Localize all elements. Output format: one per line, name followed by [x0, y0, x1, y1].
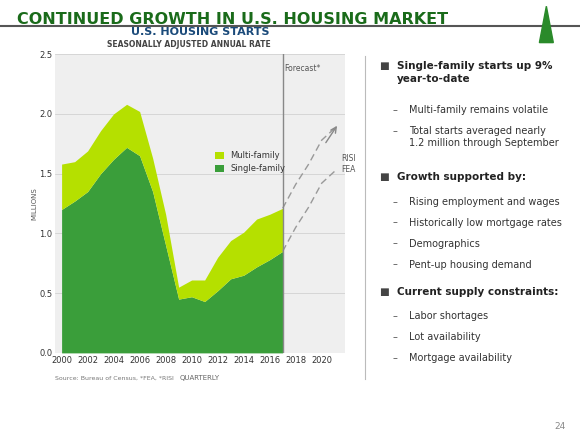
Text: RISI
FEA: RISI FEA [341, 155, 356, 174]
Text: 24: 24 [554, 422, 566, 431]
Text: Historically low mortgage rates: Historically low mortgage rates [408, 218, 561, 228]
Text: Current supply constraints:: Current supply constraints: [397, 287, 558, 297]
Text: Growth supported by:: Growth supported by: [397, 172, 525, 182]
Text: –: – [393, 126, 398, 136]
Text: Labor shortages: Labor shortages [408, 311, 488, 321]
Text: QUARTERLY: QUARTERLY [180, 375, 220, 381]
Text: –: – [393, 218, 398, 228]
Text: –: – [393, 105, 398, 115]
Text: –: – [393, 311, 398, 321]
Text: Forecast*: Forecast* [285, 64, 321, 73]
Y-axis label: MILLIONS: MILLIONS [32, 187, 38, 220]
Polygon shape [539, 6, 553, 42]
Text: Rising employment and wages: Rising employment and wages [408, 197, 559, 207]
Text: Single-family starts up 9%
year-to-date: Single-family starts up 9% year-to-date [397, 61, 552, 84]
Text: ANTICIPATE 1.2 MILLION STARTS IN 2017
AND SINGLE-FAMILY GROWTH OF APPROXIMATELY : ANTICIPATE 1.2 MILLION STARTS IN 2017 AN… [119, 394, 461, 420]
Text: Multi-family remains volatile: Multi-family remains volatile [408, 105, 548, 115]
Text: Demographics: Demographics [408, 239, 480, 249]
Text: Lot availability: Lot availability [408, 332, 480, 342]
Legend: Multi-family, Single-family: Multi-family, Single-family [212, 148, 289, 177]
Text: –: – [393, 259, 398, 269]
Text: ■: ■ [379, 287, 389, 297]
Text: –: – [393, 332, 398, 342]
Text: –: – [393, 239, 398, 249]
Text: Source: Bureau of Census, *FEA, *RISI: Source: Bureau of Census, *FEA, *RISI [55, 376, 174, 381]
Text: CONTINUED GROWTH IN U.S. HOUSING MARKET: CONTINUED GROWTH IN U.S. HOUSING MARKET [17, 12, 448, 27]
Text: SEASONALLY ADJUSTED ANNUAL RATE: SEASONALLY ADJUSTED ANNUAL RATE [107, 40, 270, 49]
Title: U.S. HOUSING STARTS: U.S. HOUSING STARTS [131, 27, 269, 37]
Text: Total starts averaged nearly
1.2 million through September: Total starts averaged nearly 1.2 million… [408, 126, 559, 148]
Text: –: – [393, 197, 398, 207]
Text: Pent-up housing demand: Pent-up housing demand [408, 259, 531, 269]
Text: ■: ■ [379, 61, 389, 71]
Text: Mortgage availability: Mortgage availability [408, 353, 512, 363]
Text: ■: ■ [379, 172, 389, 182]
Text: –: – [393, 353, 398, 363]
